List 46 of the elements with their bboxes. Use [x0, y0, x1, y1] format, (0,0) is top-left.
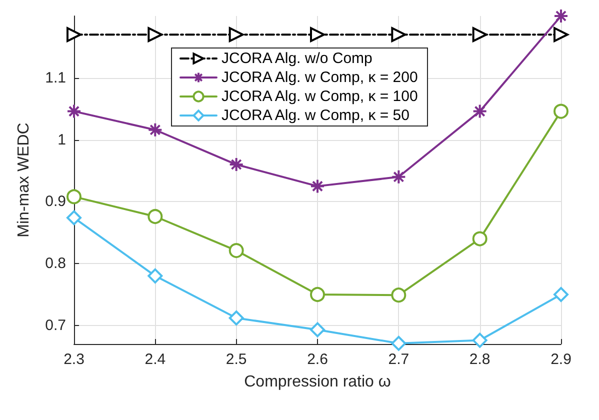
point	[148, 122, 163, 138]
point	[148, 27, 163, 42]
point	[472, 104, 488, 119]
point	[472, 231, 488, 246]
legend-label: JCORA Alg. w Comp, κ = 50	[222, 107, 410, 124]
x-tick-label: 2.4	[144, 351, 166, 368]
point	[554, 8, 568, 24]
point	[391, 169, 406, 184]
point	[310, 286, 325, 302]
point	[554, 27, 568, 42]
point	[228, 27, 244, 42]
x-tick-label: 2.3	[64, 351, 84, 368]
point	[66, 189, 82, 204]
point	[148, 209, 163, 224]
y-tick-label: 0.7	[45, 316, 66, 334]
point	[228, 310, 244, 326]
x-tick-label: 2.8	[469, 351, 490, 368]
legend-label: JCORA Alg. w Comp, κ = 100	[222, 88, 418, 105]
point	[310, 27, 325, 42]
x-tick-label: 2.9	[550, 351, 572, 368]
point	[391, 288, 406, 303]
x-tick-label: 2.6	[307, 351, 328, 368]
point	[391, 27, 406, 42]
point	[66, 27, 82, 42]
point	[66, 210, 82, 226]
y-tick-label: 1	[58, 131, 66, 148]
x-axis-title: Compression ratio ω	[244, 374, 391, 390]
legend-label: JCORA Alg. w Comp, κ = 200	[222, 69, 418, 86]
x-tick-label: 2.7	[388, 351, 410, 368]
legend-label: JCORA Alg. w/o Comp	[222, 50, 372, 67]
x-tick-label: 2.5	[226, 351, 247, 368]
point	[391, 336, 406, 351]
y-tick-label: 0.9	[45, 193, 66, 210]
point	[228, 157, 244, 172]
point	[228, 243, 244, 258]
y-axis-title: Min-max WEDC	[16, 122, 32, 238]
y-tick-label: 1.1	[45, 69, 66, 86]
point	[310, 322, 325, 338]
point	[66, 104, 82, 119]
y-tick-label: 0.8	[45, 255, 66, 272]
point	[554, 104, 568, 119]
point	[554, 286, 568, 302]
point	[148, 268, 163, 284]
point	[472, 332, 488, 348]
point	[310, 178, 325, 194]
point	[472, 27, 488, 42]
